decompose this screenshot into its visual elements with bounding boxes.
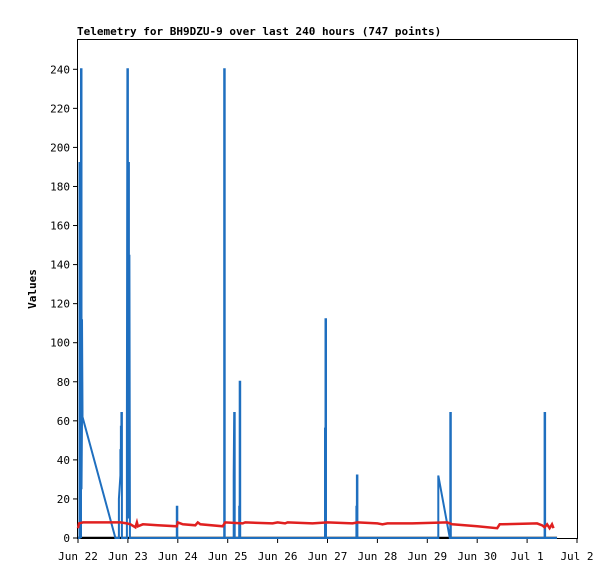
x-tick-label: Jul 2	[560, 550, 593, 563]
x-tick-label: Jun 26	[258, 550, 298, 563]
x-tick-label: Jun 30	[457, 550, 497, 563]
y-tick-label: 80	[57, 376, 70, 389]
x-tick-label: Jun 22	[58, 550, 98, 563]
x-tick-label: Jun 25	[208, 550, 248, 563]
y-axis-label: Values	[26, 269, 39, 309]
x-tick-label: Jun 28	[358, 550, 398, 563]
y-tick-label: 120	[50, 298, 70, 311]
y-tick-label: 100	[50, 337, 70, 350]
y-tick-label: 240	[50, 63, 70, 76]
x-tick-label: Jun 24	[158, 550, 198, 563]
y-tick-label: 140	[50, 259, 70, 272]
x-axis: Jun 22 Jun 23 Jun 24 Jun 25 Jun 26 Jun 27 Jun …	[58, 538, 594, 563]
y-axis: 0 20 40 60 80 100 120 140 160 180 200 220 240	[50, 63, 78, 545]
y-tick-label: 20	[57, 493, 70, 506]
x-tick-label: Jun 23	[108, 550, 148, 563]
y-tick-label: 40	[57, 454, 70, 467]
x-tick-label: Jun 29	[407, 550, 447, 563]
plot-series	[76, 68, 558, 539]
x-tick-label: Jul 1	[511, 550, 544, 563]
y-tick-label: 60	[57, 415, 70, 428]
plot-frame	[77, 39, 578, 539]
y-tick-label: 0	[63, 532, 70, 545]
chart-title: Telemetry for BH9DZU-9 over last 240 hou…	[77, 25, 441, 38]
series-2-line	[76, 517, 555, 531]
x-tick-label: Jun 27	[308, 550, 348, 563]
y-tick-label: 160	[50, 220, 70, 233]
y-tick-label: 200	[50, 141, 70, 154]
y-tick-label: 220	[50, 102, 70, 115]
y-tick-label: 180	[50, 180, 70, 193]
